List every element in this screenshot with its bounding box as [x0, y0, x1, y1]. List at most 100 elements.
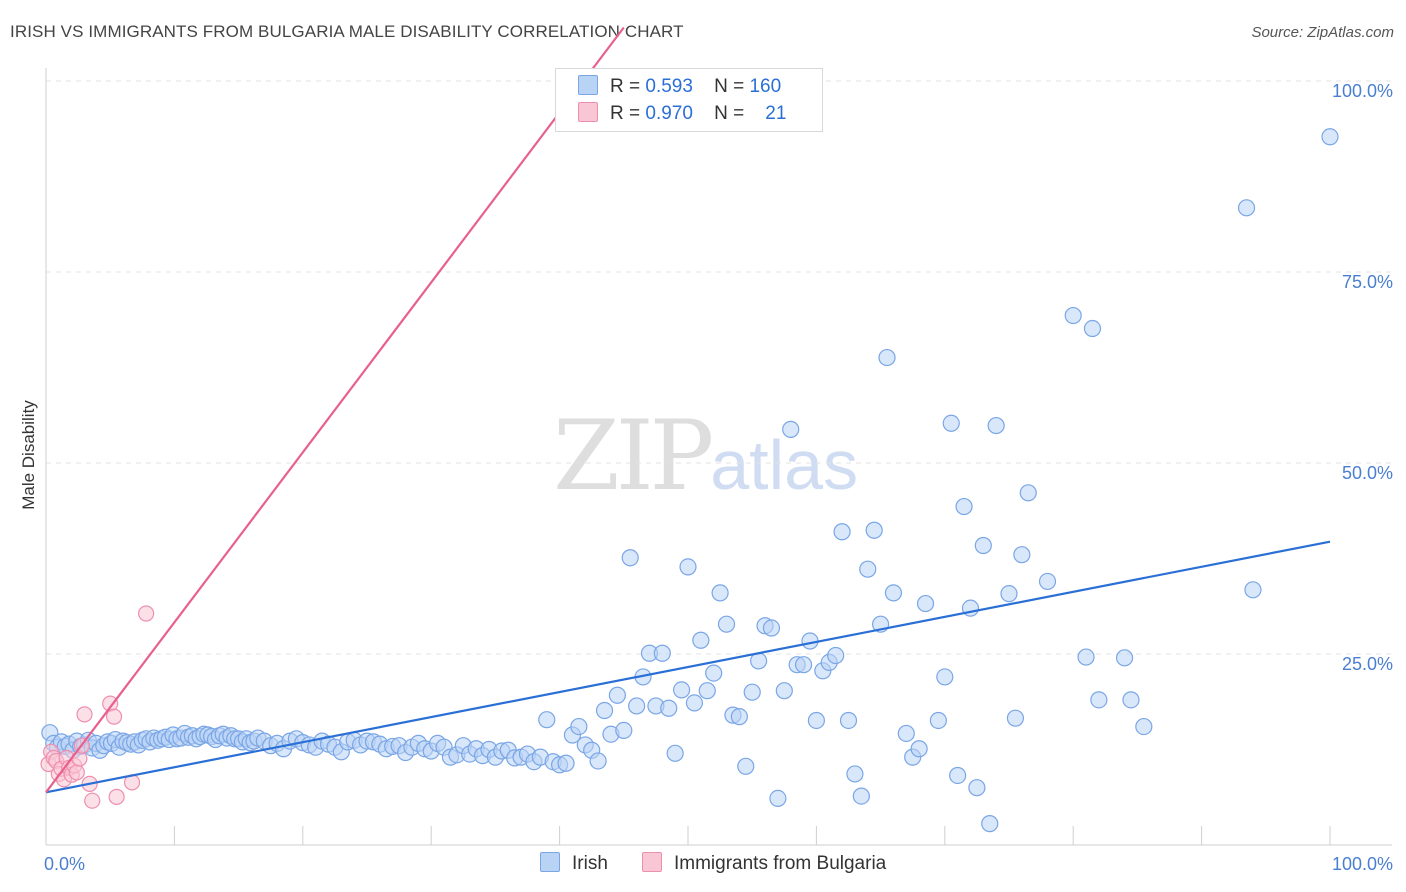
irish-point — [589, 752, 607, 770]
bulgaria-trend-line — [45, 26, 625, 793]
watermark: ZIPatlas — [553, 400, 858, 512]
bulgaria-r-label: R = — [610, 103, 641, 124]
bulgaria-swatch — [578, 102, 598, 122]
irish-point — [1000, 585, 1018, 603]
y-tick-label: 100.0% — [1332, 81, 1393, 101]
irish-point — [692, 631, 710, 649]
irish-trend-line — [45, 540, 1331, 794]
irish-point — [910, 740, 928, 758]
y-tick-label: 50.0% — [1342, 463, 1393, 483]
x-tick-label-max: 100.0% — [1332, 854, 1393, 874]
irish-point — [730, 708, 748, 726]
trend-lines — [45, 26, 1331, 794]
irish-point — [884, 584, 903, 602]
irish-point — [621, 549, 639, 567]
legend-row-bulgaria: R = 0.970 N = 21 — [578, 102, 786, 126]
irish-point — [865, 521, 883, 539]
irish-point — [685, 694, 704, 712]
irish-n-label: N = — [714, 76, 745, 97]
irish-point — [660, 699, 678, 717]
stats-legend: R = 0.593 N = 160 R = 0.970 N = 21 — [555, 68, 823, 132]
irish-point — [1321, 128, 1339, 146]
irish-point — [955, 497, 973, 516]
irish-point — [1083, 319, 1102, 338]
bulgaria-legend-swatch — [642, 852, 662, 872]
bulgaria-point — [105, 708, 123, 725]
irish-point — [1006, 709, 1025, 727]
bulgaria-n-label: N = — [714, 103, 745, 124]
legend-label-bulgaria: Immigrants from Bulgaria — [674, 853, 887, 874]
irish-point — [981, 815, 999, 833]
irish-point — [1064, 306, 1082, 325]
irish-point — [769, 789, 787, 807]
irish-point — [1013, 546, 1031, 564]
y-tick-label: 25.0% — [1342, 654, 1393, 674]
legend-label-irish: Irish — [572, 853, 608, 874]
irish-point — [807, 711, 826, 730]
irish-point — [839, 711, 858, 730]
irish-point — [717, 615, 736, 633]
irish-point — [782, 420, 800, 438]
irish-point — [846, 765, 864, 783]
bulgaria-point — [84, 792, 101, 809]
irish-point — [666, 744, 684, 762]
irish-point — [615, 721, 633, 740]
irish-point — [949, 766, 967, 785]
irish-swatch — [578, 75, 598, 95]
irish-point — [705, 664, 723, 682]
chart-title: IRISH VS IMMIGRANTS FROM BULGARIA MALE D… — [10, 22, 684, 41]
irish-point — [1038, 572, 1057, 591]
source-credit: Source: ZipAtlas.com — [1251, 24, 1394, 41]
irish-point — [557, 754, 575, 772]
irish-point — [827, 646, 845, 665]
irish-point — [794, 656, 813, 674]
irish-points — [41, 128, 1339, 833]
irish-point — [987, 416, 1005, 435]
x-tick-label-min: 0.0% — [44, 854, 85, 874]
irish-point — [775, 682, 793, 700]
irish-point — [936, 668, 954, 686]
irish-point — [1237, 199, 1256, 217]
irish-point — [1244, 581, 1262, 599]
legend-row-irish: R = 0.593 N = 160 — [578, 75, 781, 99]
irish-point — [968, 779, 986, 797]
irish-point — [1122, 691, 1140, 709]
bulgaria-point — [138, 605, 155, 622]
irish-point — [737, 757, 755, 775]
watermark-atlas: atlas — [710, 426, 859, 504]
irish-point — [974, 536, 992, 555]
bulgaria-n-value: 21 — [765, 103, 787, 124]
irish-point — [1077, 648, 1095, 666]
irish-point — [672, 681, 691, 699]
bulgaria-point — [76, 706, 93, 723]
irish-point — [1135, 717, 1153, 736]
irish-point — [570, 717, 588, 736]
irish-r-value: 0.593 — [645, 76, 693, 97]
legend-item-bulgaria[interactable]: Immigrants from Bulgaria — [642, 852, 886, 875]
irish-point — [1115, 649, 1134, 667]
irish-point — [1019, 484, 1037, 502]
irish-point — [711, 584, 729, 602]
irish-point — [852, 787, 870, 805]
axes — [45, 68, 1392, 846]
irish-point — [878, 348, 896, 367]
watermark-zip: ZIP — [553, 400, 714, 512]
irish-point — [916, 594, 935, 613]
irish-point — [595, 701, 614, 720]
bulgaria-r-value: 0.970 — [645, 103, 693, 124]
legend-item-irish[interactable]: Irish — [540, 852, 608, 875]
irish-point — [743, 683, 761, 701]
irish-point — [1090, 691, 1108, 709]
irish-point — [942, 414, 960, 432]
irish-point — [679, 558, 697, 576]
y-tick-label: 75.0% — [1342, 272, 1393, 292]
irish-point — [762, 619, 781, 637]
irish-legend-swatch — [540, 852, 560, 872]
irish-point — [608, 686, 626, 704]
irish-point — [653, 644, 671, 662]
irish-point — [833, 523, 851, 541]
irish-point — [538, 711, 556, 729]
bulgaria-point — [108, 788, 125, 805]
irish-point — [929, 711, 947, 730]
